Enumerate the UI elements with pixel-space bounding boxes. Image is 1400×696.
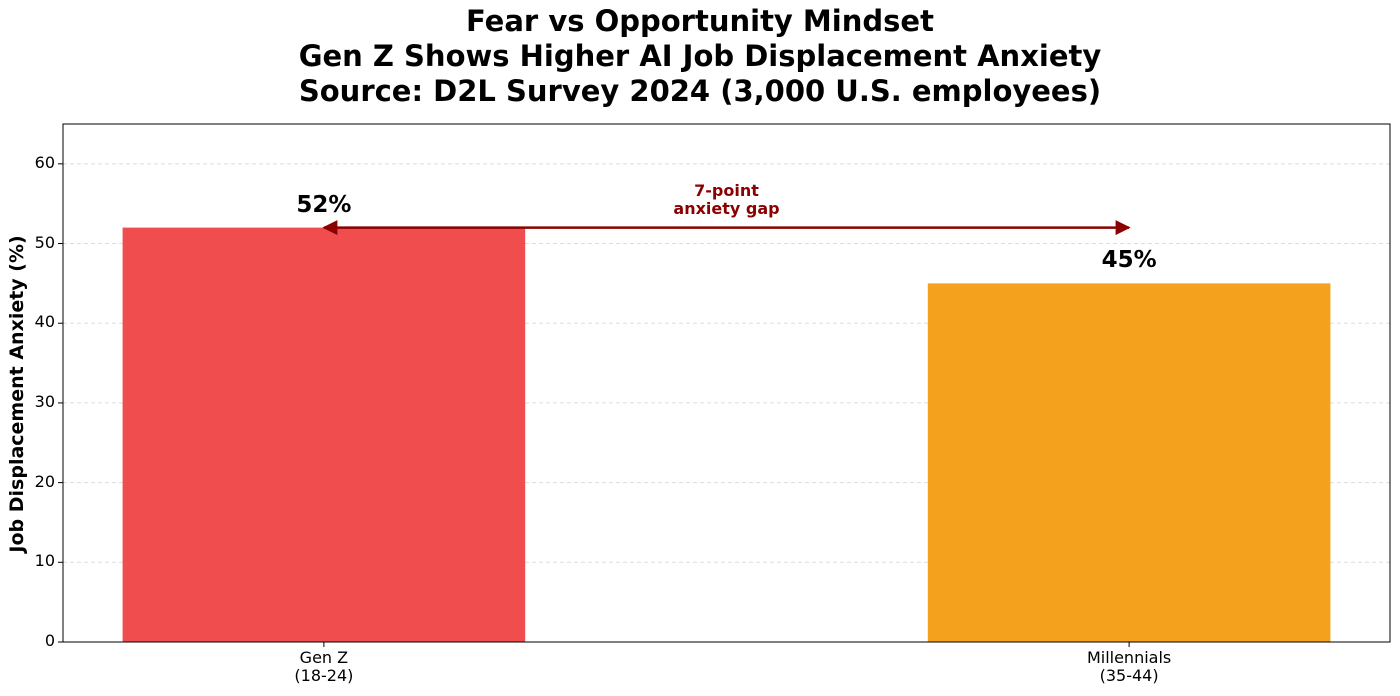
y-tick-label: 60 (34, 152, 55, 172)
y-tick-label: 30 (34, 391, 55, 411)
value-label: 45% (1101, 247, 1157, 274)
plot-frame (62, 123, 1391, 643)
bar (927, 283, 1331, 642)
y-tick-label: 20 (34, 471, 55, 491)
chart-title: Fear vs Opportunity Mindset Gen Z Shows … (298, 4, 1102, 108)
y-tick-label: 40 (34, 312, 55, 332)
x-tick-label: Millennials (35-44) (1086, 648, 1172, 686)
value-label: 52% (296, 191, 352, 218)
x-tick-label: Gen Z (18-24) (294, 648, 354, 686)
y-tick-label: 10 (34, 551, 55, 571)
bar (122, 227, 526, 642)
y-tick-label: 0 (44, 631, 55, 650)
y-tick-label: 50 (34, 232, 55, 252)
annotation: 7-point anxiety gap (673, 180, 780, 218)
